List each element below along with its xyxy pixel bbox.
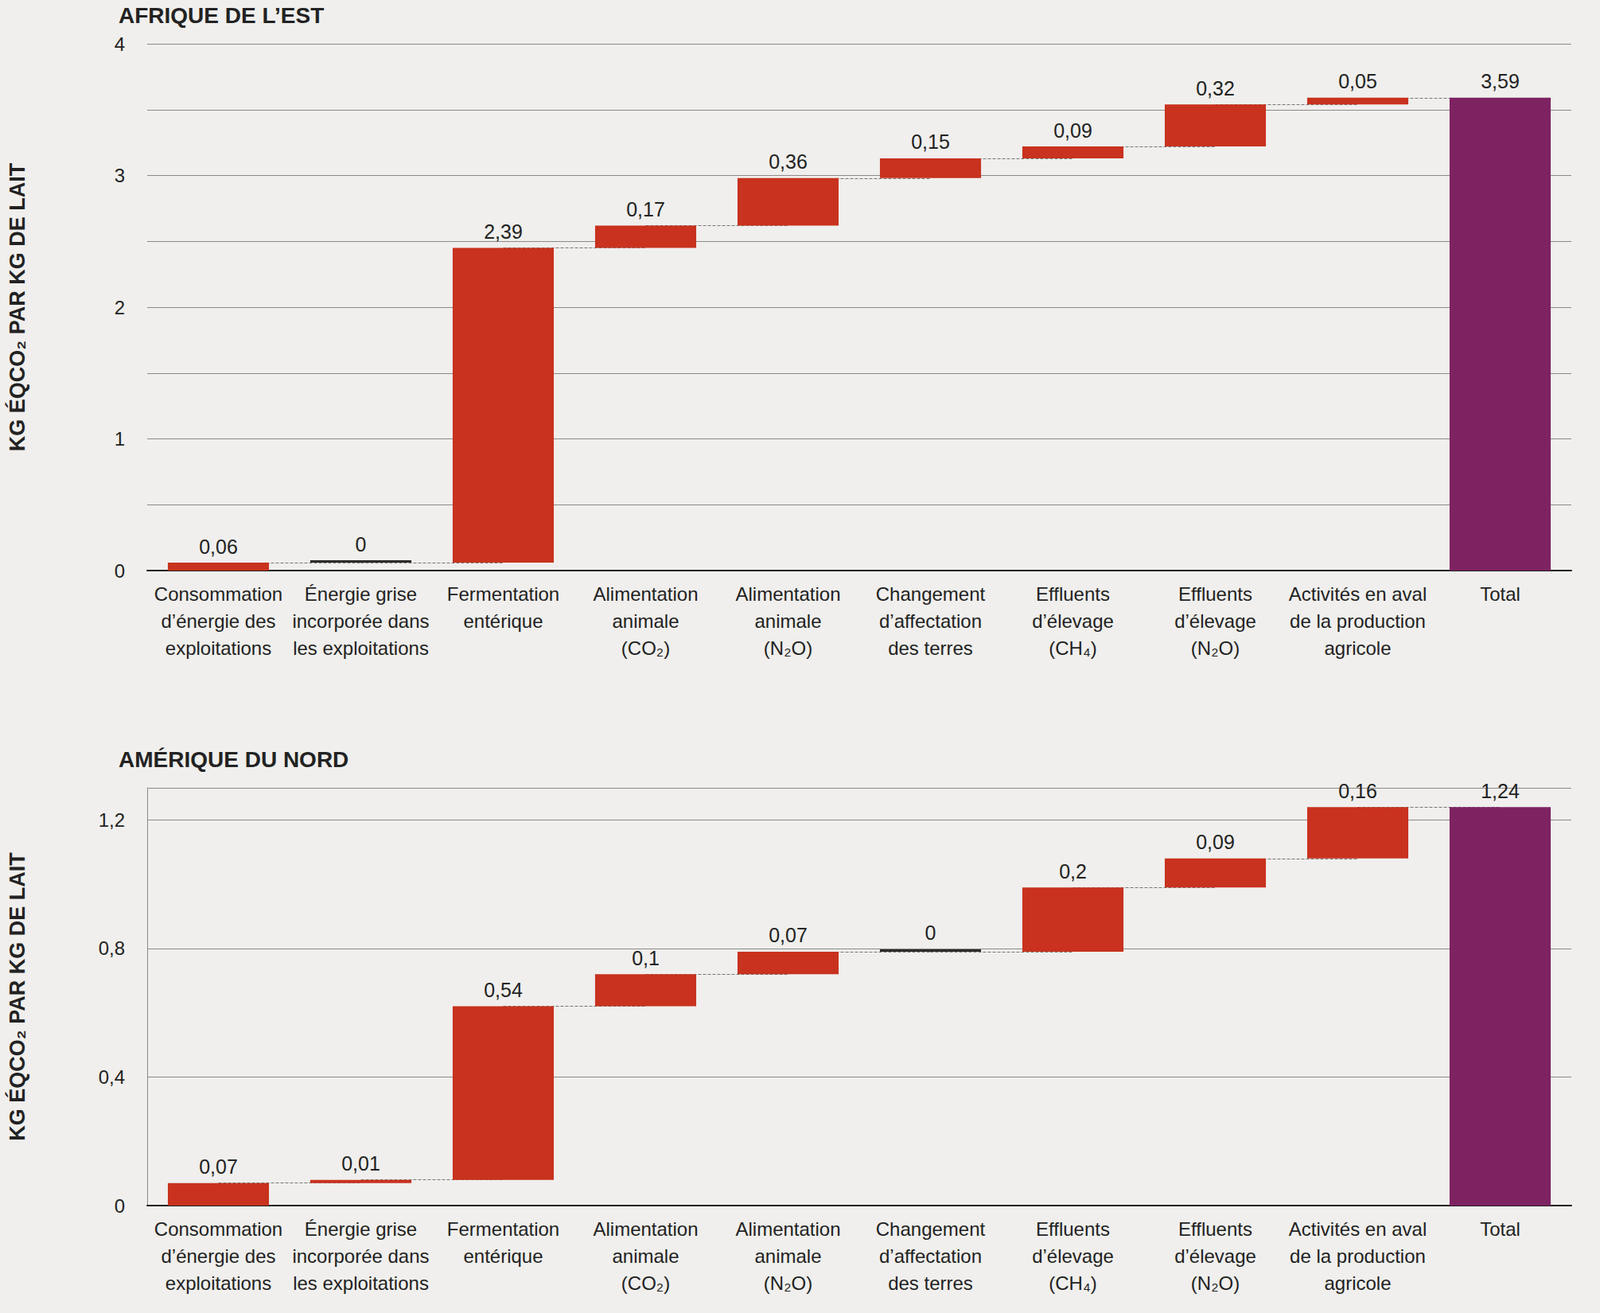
- svg-text:Effluents: Effluents: [1035, 583, 1110, 605]
- svg-text:incorporée dans: incorporée dans: [291, 610, 429, 632]
- svg-text:entérique: entérique: [463, 1245, 543, 1267]
- svg-text:0,8: 0,8: [98, 937, 125, 959]
- svg-text:KG ÉQCO₂ PAR KG DE LAIT: KG ÉQCO₂ PAR KG DE LAIT: [4, 852, 30, 1141]
- svg-text:exploitations: exploitations: [165, 637, 272, 659]
- svg-text:0,09: 0,09: [1053, 119, 1093, 142]
- svg-text:les exploitations: les exploitations: [292, 637, 429, 659]
- svg-text:des terres: des terres: [887, 637, 974, 659]
- svg-text:(CH₄): (CH₄): [1048, 1272, 1097, 1294]
- svg-text:0,2: 0,2: [1058, 860, 1087, 883]
- svg-text:Activités en aval: Activités en aval: [1288, 583, 1427, 605]
- svg-text:2: 2: [114, 296, 125, 319]
- svg-text:0,06: 0,06: [198, 535, 238, 558]
- svg-text:(CO₂): (CO₂): [621, 1272, 670, 1294]
- svg-text:d’énergie des: d’énergie des: [160, 1245, 276, 1267]
- svg-text:d’affectation: d’affectation: [879, 610, 982, 632]
- svg-text:(N₂O): (N₂O): [1191, 637, 1240, 659]
- svg-text:0: 0: [925, 921, 937, 944]
- svg-text:d’élevage: d’élevage: [1031, 610, 1114, 632]
- svg-text:Alimentation: Alimentation: [592, 1218, 698, 1240]
- svg-text:exploitations: exploitations: [165, 1272, 272, 1294]
- svg-text:(N₂O): (N₂O): [763, 1272, 813, 1294]
- svg-text:AMÉRIQUE DU NORD: AMÉRIQUE DU NORD: [118, 747, 349, 772]
- svg-text:Énergie grise: Énergie grise: [304, 1218, 417, 1240]
- svg-text:agricole: agricole: [1323, 1272, 1391, 1294]
- svg-text:Consommation: Consommation: [154, 1218, 283, 1240]
- svg-text:0: 0: [355, 533, 367, 556]
- svg-text:0: 0: [114, 560, 125, 582]
- svg-text:Alimentation: Alimentation: [735, 583, 841, 605]
- svg-text:Fermentation: Fermentation: [447, 1218, 560, 1240]
- svg-text:des terres: des terres: [887, 1272, 974, 1294]
- svg-text:animale: animale: [611, 610, 679, 632]
- svg-text:0,54: 0,54: [483, 978, 523, 1001]
- svg-text:1: 1: [114, 428, 125, 450]
- svg-text:0,4: 0,4: [98, 1066, 125, 1088]
- svg-text:(N₂O): (N₂O): [1191, 1272, 1240, 1294]
- svg-text:Fermentation: Fermentation: [447, 583, 560, 605]
- svg-text:0,07: 0,07: [198, 1155, 238, 1178]
- svg-text:0,32: 0,32: [1195, 77, 1235, 100]
- svg-text:d’affectation: d’affectation: [879, 1245, 982, 1267]
- svg-text:0: 0: [114, 1195, 125, 1217]
- svg-text:Alimentation: Alimentation: [735, 1218, 841, 1240]
- svg-text:3,59: 3,59: [1480, 70, 1520, 93]
- svg-text:(N₂O): (N₂O): [763, 637, 813, 659]
- svg-text:0,01: 0,01: [341, 1152, 381, 1175]
- svg-text:Effluents: Effluents: [1178, 1218, 1253, 1240]
- svg-text:Effluents: Effluents: [1035, 1218, 1110, 1240]
- svg-text:AFRIQUE DE L’EST: AFRIQUE DE L’EST: [118, 3, 324, 28]
- svg-text:0,17: 0,17: [626, 198, 666, 221]
- svg-text:(CH₄): (CH₄): [1048, 637, 1097, 659]
- svg-text:les exploitations: les exploitations: [292, 1272, 429, 1294]
- svg-text:0,36: 0,36: [768, 150, 808, 173]
- svg-text:animale: animale: [754, 610, 822, 632]
- svg-text:(CO₂): (CO₂): [621, 637, 670, 659]
- svg-text:0,09: 0,09: [1195, 830, 1235, 853]
- svg-text:3: 3: [114, 164, 125, 187]
- svg-text:Total: Total: [1479, 583, 1521, 605]
- svg-text:de la production: de la production: [1289, 610, 1426, 632]
- svg-text:animale: animale: [611, 1245, 679, 1267]
- svg-text:animale: animale: [754, 1245, 822, 1267]
- svg-text:Total: Total: [1479, 1218, 1521, 1240]
- svg-text:incorporée dans: incorporée dans: [291, 1245, 429, 1267]
- svg-text:d’élevage: d’élevage: [1174, 610, 1257, 632]
- svg-text:Changement: Changement: [875, 583, 986, 605]
- svg-text:0,05: 0,05: [1338, 70, 1378, 93]
- svg-text:Changement: Changement: [875, 1218, 986, 1240]
- svg-text:2,39: 2,39: [483, 220, 523, 243]
- svg-text:0,15: 0,15: [910, 130, 950, 153]
- svg-text:0,16: 0,16: [1338, 779, 1378, 802]
- svg-text:KG ÉQCO₂ PAR KG DE LAIT: KG ÉQCO₂ PAR KG DE LAIT: [4, 162, 30, 452]
- svg-text:1,2: 1,2: [98, 809, 125, 831]
- svg-text:0,1: 0,1: [631, 946, 660, 970]
- svg-text:Consommation: Consommation: [154, 583, 283, 605]
- svg-text:Alimentation: Alimentation: [592, 583, 698, 605]
- svg-text:Effluents: Effluents: [1178, 583, 1253, 605]
- svg-text:d’élevage: d’élevage: [1174, 1245, 1257, 1267]
- svg-text:d’élevage: d’élevage: [1031, 1245, 1114, 1267]
- svg-text:agricole: agricole: [1323, 637, 1391, 659]
- svg-text:1,24: 1,24: [1480, 779, 1520, 802]
- svg-text:de la production: de la production: [1289, 1245, 1426, 1267]
- svg-text:Énergie grise: Énergie grise: [304, 583, 417, 605]
- svg-text:4: 4: [114, 33, 125, 55]
- svg-text:entérique: entérique: [463, 610, 543, 632]
- svg-text:0,07: 0,07: [768, 923, 808, 946]
- svg-text:Activités en aval: Activités en aval: [1288, 1218, 1427, 1240]
- svg-text:d’énergie des: d’énergie des: [160, 610, 276, 632]
